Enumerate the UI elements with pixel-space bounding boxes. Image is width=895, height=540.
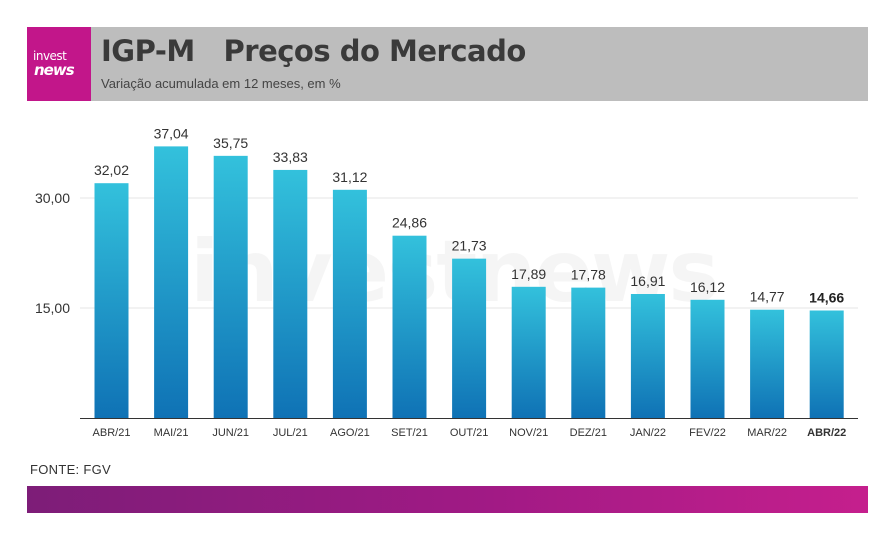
x-tick-label: JUL/21 (273, 427, 308, 439)
footer-bar (27, 486, 868, 513)
data-label: 14,66 (809, 289, 844, 305)
x-tick-label: FEV/22 (689, 427, 726, 439)
bar (571, 287, 606, 418)
x-tick-label: JAN/22 (630, 427, 666, 439)
x-tick-label: MAI/21 (154, 427, 189, 439)
bar (154, 146, 189, 418)
data-label: 16,12 (690, 279, 725, 295)
x-tick-label: OUT/21 (450, 427, 489, 439)
bar (750, 309, 785, 418)
y-tick-label: 30,00 (35, 190, 70, 206)
bar (94, 183, 129, 418)
x-tick-label: DEZ/21 (570, 427, 607, 439)
x-tick-label: SET/21 (391, 427, 428, 439)
x-tick-label: AGO/21 (330, 427, 370, 439)
data-label: 24,86 (392, 215, 427, 231)
bar (332, 189, 367, 418)
x-tick-label: NOV/21 (509, 427, 548, 439)
data-label: 31,12 (332, 169, 367, 185)
data-label: 17,89 (511, 266, 546, 282)
bar (809, 310, 844, 418)
data-label: 14,77 (750, 289, 785, 305)
bar (690, 299, 725, 418)
y-tick-label: 15,00 (35, 300, 70, 316)
chart-subtitle: Variação acumulada em 12 meses, em % (101, 76, 341, 91)
x-tick-label: ABR/22 (807, 427, 846, 439)
data-label: 21,73 (452, 238, 487, 254)
data-label: 17,78 (571, 267, 606, 283)
bar (511, 286, 546, 418)
data-label: 16,91 (630, 273, 665, 289)
data-label: 37,04 (154, 125, 189, 141)
source-note: FONTE: FGV (30, 462, 111, 477)
logo-text-news: news (34, 61, 75, 79)
header-band (27, 27, 868, 101)
data-label: 33,83 (273, 149, 308, 165)
bar (452, 258, 487, 418)
x-tick-label: MAR/22 (747, 427, 787, 439)
chart-title: IGP-M Preços do Mercado (101, 34, 526, 68)
bar (392, 235, 427, 418)
data-label: 35,75 (213, 135, 248, 151)
logo-text-invest: invest (33, 49, 67, 63)
bar (630, 293, 665, 418)
bar (213, 155, 248, 418)
investnews-logo: invest news (27, 27, 91, 101)
x-tick-label: ABR/21 (93, 427, 131, 439)
data-label: 32,02 (94, 162, 129, 178)
x-tick-label: JUN/21 (212, 427, 249, 439)
bar (273, 169, 308, 418)
